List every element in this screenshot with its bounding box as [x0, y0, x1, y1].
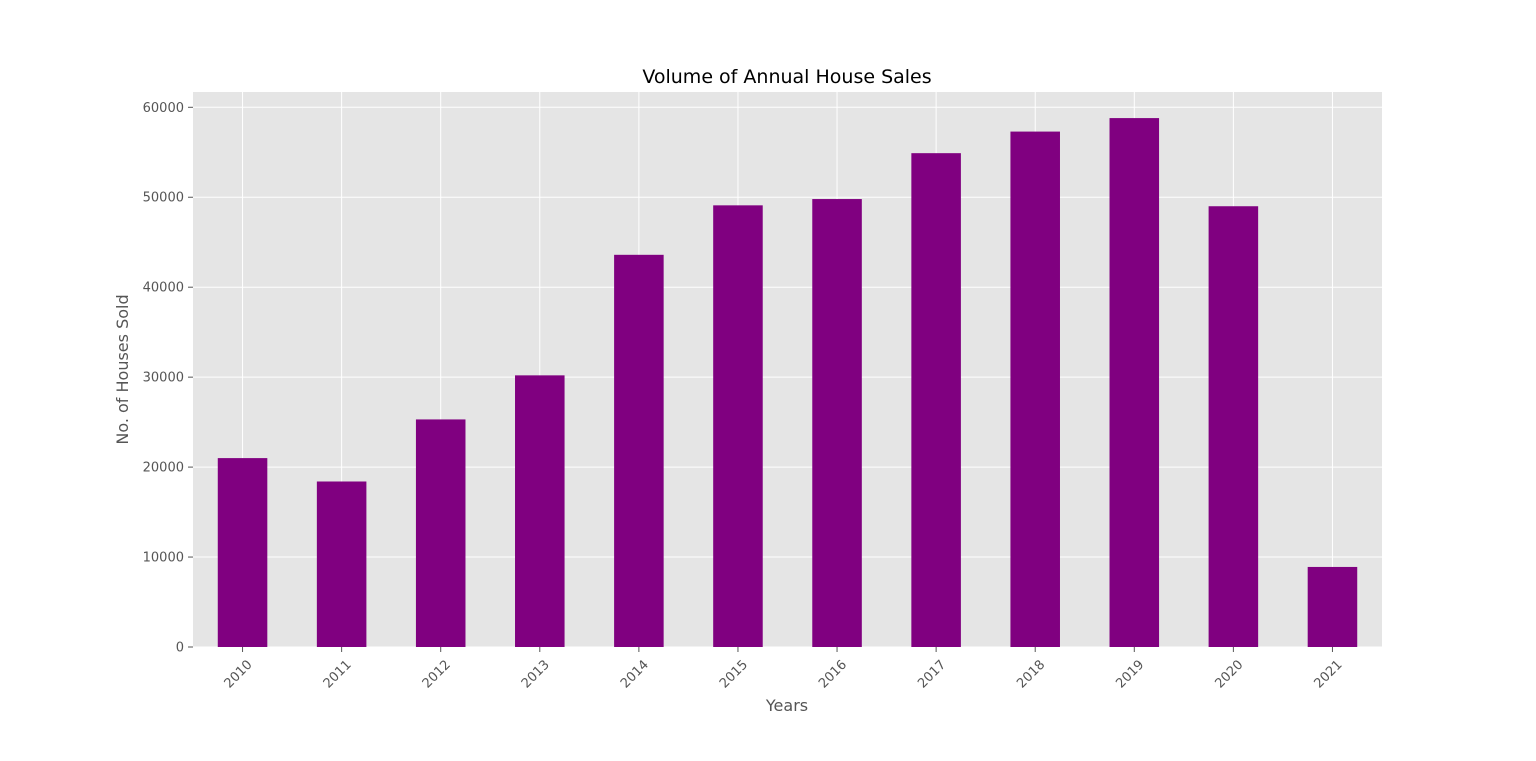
y-tick-label: 20000 — [143, 461, 184, 476]
x-tick-label: 2018 — [1014, 657, 1048, 691]
bar-2014 — [614, 254, 664, 647]
bar-2011 — [316, 481, 367, 647]
x-tick-label: 2014 — [618, 657, 652, 691]
bar-2010 — [217, 458, 268, 647]
y-axis-ticks: 0 10000 20000 30000 40000 50000 60000 — [143, 101, 193, 656]
bars — [217, 118, 1358, 648]
x-tick-label: 2021 — [1311, 657, 1345, 691]
y-axis-label: No. of Houses Sold — [113, 294, 132, 444]
x-tick-label: 2010 — [222, 657, 256, 691]
y-tick-label: 10000 — [143, 551, 184, 566]
bar-2021 — [1307, 566, 1358, 647]
bar-2019 — [1109, 118, 1160, 648]
bar-2018 — [1010, 131, 1060, 647]
x-tick-label: 2019 — [1113, 657, 1147, 691]
bar-2016 — [812, 199, 862, 647]
y-tick-label: 0 — [176, 641, 184, 656]
x-tick-label: 2015 — [717, 657, 751, 691]
x-tick-label: 2013 — [519, 657, 553, 691]
bar-2013 — [515, 375, 565, 647]
x-tick-label: 2012 — [420, 657, 454, 691]
y-tick-label: 60000 — [143, 101, 184, 116]
y-tick-label: 40000 — [143, 281, 184, 296]
y-tick-label: 30000 — [143, 371, 184, 386]
bar-2020 — [1208, 206, 1259, 647]
x-tick-label: 2016 — [816, 657, 850, 691]
x-tick-label: 2011 — [321, 657, 355, 691]
x-tick-label: 2020 — [1212, 657, 1246, 691]
plot-area-background — [193, 92, 1382, 647]
x-tick-label: 2017 — [915, 657, 949, 691]
chart-title: Volume of Annual House Sales — [642, 66, 931, 88]
x-axis-ticks: 2010 2011 2012 2013 2014 2015 2016 2017 2018 2019… — [222, 647, 1346, 691]
bar-2017 — [911, 153, 961, 647]
x-axis-label: Years — [765, 696, 808, 715]
y-tick-label: 50000 — [143, 191, 184, 206]
bar-2015 — [713, 205, 763, 647]
bar-2012 — [415, 419, 466, 647]
